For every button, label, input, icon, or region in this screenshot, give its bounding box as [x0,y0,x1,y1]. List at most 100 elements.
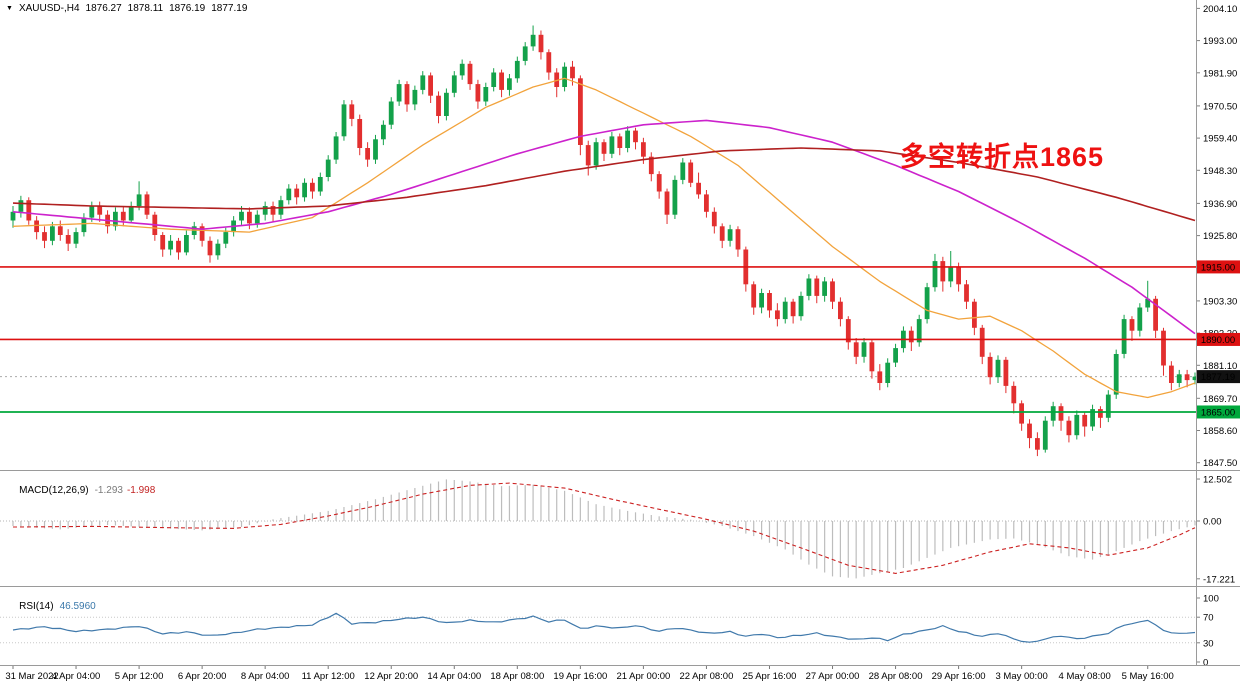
rsi-axis-label: 30 [1203,638,1214,649]
candle-body [168,240,173,250]
candle-body [325,159,331,177]
candle-body [239,211,244,221]
candle-body [1161,330,1166,366]
candle-body [798,295,804,317]
macd-panel[interactable]: 12.502 0.00 -17.221 [0,471,1240,586]
time-axis-label: 27 Apr 00:00 [806,671,860,682]
macd-axis-label: 12.502 [1203,475,1232,486]
time-axis-label: 29 Apr 16:00 [932,671,986,682]
price-axis-label: 2004.10 [1203,4,1237,15]
candle-body [822,281,827,296]
candle-body [853,342,859,357]
time-axis-label: 4 Apr 04:00 [52,671,101,682]
candle-body [207,240,213,256]
price-level-badge-text: 1890.00 [1201,335,1235,346]
time-axis-label: 8 Apr 04:00 [241,671,290,682]
chart-text-annotation: 多空转折点1865 [900,142,1105,172]
candle-body [89,206,95,218]
candle-body [696,182,701,195]
time-axis-label: 22 Apr 08:00 [679,671,733,682]
candle-body [735,229,741,250]
candle-body [672,179,678,215]
candle-body [885,362,891,383]
price-chart-panel[interactable]: 2004.10 1993.00 1981.90 1970.50 1959.40 1948.… [0,0,1240,471]
candle-body [979,327,985,357]
time-axis-label: 5 May 16:00 [1122,671,1174,682]
candle-body [42,232,47,241]
price-axis-label: 1869.70 [1203,394,1237,405]
candle-body [65,235,71,244]
candle-body [333,136,339,160]
candle-body [223,232,229,244]
candle-body [373,139,378,160]
time-axis-label: 28 Apr 08:00 [869,671,923,682]
candle-body [578,78,583,145]
rsi-axis-label: 100 [1203,594,1219,605]
price-axis-label: 1936.90 [1203,199,1237,210]
candle-body [176,240,181,253]
candle-body [932,261,938,288]
candle-body [633,130,638,143]
price-level-badge [1197,260,1240,274]
candle-body [562,66,567,87]
candle-body [1035,438,1040,450]
panel-separator-rsi-time[interactable] [0,665,1240,666]
ohlc-header: ▼ XAUUSD-,H4 1876.27 1878.11 1876.19 187… [6,3,247,14]
price-axis-label: 1881.10 [1203,361,1237,372]
rsi-value: 46.5960 [59,601,96,612]
macd-axis-label: 0.00 [1203,517,1222,528]
candle-body [1145,298,1151,308]
time-axis-label: 18 Apr 08:00 [490,671,544,682]
candle-body [404,84,410,105]
time-axis-label: 4 May 08:00 [1059,671,1111,682]
candle-body [782,301,788,320]
candle-body [1137,307,1143,331]
candle-body [656,174,662,192]
candle-body [1074,414,1080,436]
candle-body [357,119,363,148]
candle-body [1121,319,1127,354]
candle-body [1169,365,1174,383]
candle-body [924,287,930,320]
candle-body [262,206,268,215]
candle-body [1113,354,1119,395]
macd-axis-label: -17.221 [1203,574,1235,585]
candle-body [10,211,16,221]
ohlc-high-value: 1878.11 [127,3,164,14]
candle-body [916,319,922,343]
candle-body [1042,420,1048,450]
candle-body [491,72,497,87]
time-axis-label: 6 Apr 20:00 [178,671,227,682]
candle-body [388,101,394,125]
symbol-dropdown-icon[interactable]: ▼ [6,5,13,12]
time-axis-label: 31 Mar 2022 [5,671,58,682]
candle-body [120,211,126,221]
ohlc-low-value: 1876.19 [169,3,206,14]
rsi-panel[interactable]: 100 70 30 0 [0,587,1240,666]
candle-body [869,342,875,372]
candle-body [546,52,552,73]
candle-body [877,371,883,383]
candle-body [507,78,512,90]
panel-separator-main-macd[interactable] [0,470,1240,471]
candle-body [1066,420,1072,436]
candle-body [1176,374,1182,383]
candle-body [310,182,315,192]
candle-body [609,136,615,154]
candle-body [73,232,79,244]
candle-body [1011,385,1017,404]
ohlc-open-value: 1876.27 [85,3,122,14]
price-axis-label: 1993.00 [1203,36,1237,47]
candle-body [1058,406,1064,421]
candle-body [908,330,914,343]
candle-body [719,226,725,241]
current-price-badge [1197,370,1240,384]
candle-body [727,229,733,241]
panel-separator-macd-rsi[interactable] [0,586,1240,587]
candle-body [570,66,575,79]
candle-body [814,278,820,296]
price-level-badge [1197,332,1240,346]
price-axis-label: 1847.50 [1203,458,1237,469]
time-axis-label: 25 Apr 16:00 [743,671,797,682]
